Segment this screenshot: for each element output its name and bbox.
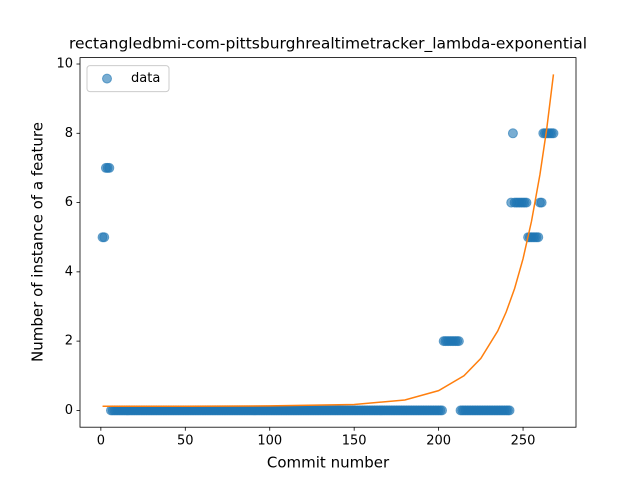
data-point xyxy=(521,197,532,208)
x-axis-label: Commit number xyxy=(267,454,390,472)
axes-frame xyxy=(79,57,577,428)
data-point xyxy=(536,197,547,208)
legend-label: data xyxy=(131,71,160,86)
x-tick-label: 200 xyxy=(426,434,451,449)
y-tick-label: 8 xyxy=(65,126,73,141)
data-point xyxy=(104,162,115,173)
chart-title: rectangledbmi-com-pittsburghrealtimetrac… xyxy=(69,35,587,54)
fit-line xyxy=(102,74,555,407)
x-tick-label: 50 xyxy=(177,434,194,449)
x-tick-label: 0 xyxy=(97,434,105,449)
x-tick-label: 150 xyxy=(342,434,367,449)
plot-layer xyxy=(97,74,559,416)
y-axis-label: Number of instance of a feature xyxy=(29,122,47,362)
legend-box xyxy=(86,65,170,93)
x-tick-label: 250 xyxy=(511,434,536,449)
y-tick-label: 0 xyxy=(65,403,73,418)
y-tick-label: 6 xyxy=(65,195,73,210)
x-tick-label: 100 xyxy=(257,434,282,449)
data-point xyxy=(533,232,544,243)
data-point xyxy=(453,336,464,347)
data-point xyxy=(504,405,515,416)
y-tick-label: 4 xyxy=(65,264,73,279)
legend-marker xyxy=(102,73,112,84)
data-point xyxy=(548,128,559,139)
data-point xyxy=(507,128,518,139)
y-tick-label: 2 xyxy=(65,334,73,349)
data-point xyxy=(99,232,110,243)
y-tick-label: 10 xyxy=(56,57,73,72)
data-point xyxy=(436,405,447,416)
